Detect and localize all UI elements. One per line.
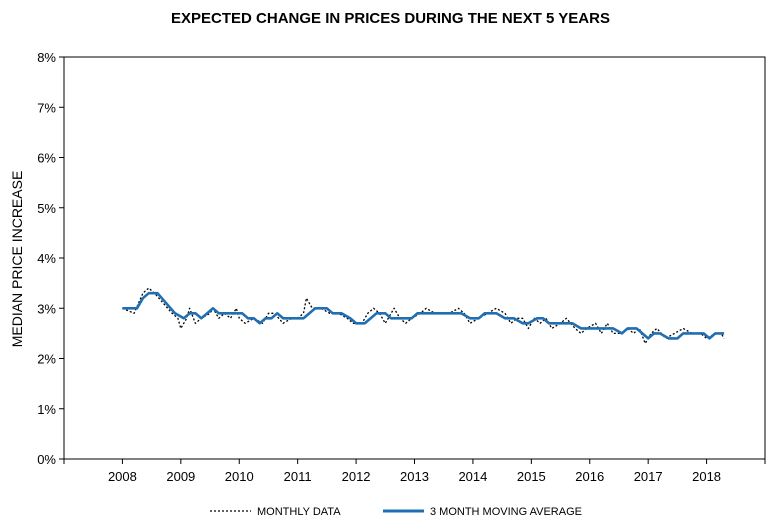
legend-label-moving-average: 3 MONTH MOVING AVERAGE bbox=[430, 506, 582, 518]
y-tick-label: 3% bbox=[37, 301, 56, 316]
x-tick-label: 2013 bbox=[400, 469, 429, 484]
chart-title: EXPECTED CHANGE IN PRICES DURING THE NEX… bbox=[171, 10, 610, 27]
x-tick-label: 2015 bbox=[517, 469, 546, 484]
legend: MONTHLY DATA 3 MONTH MOVING AVERAGE bbox=[210, 506, 582, 518]
x-tick-label: 2012 bbox=[342, 469, 371, 484]
x-tick-label: 2008 bbox=[108, 469, 137, 484]
plot-area: 0% 1% 2% 3% 4% 5% 6% 7% 8% 2008 2009 2010 2011 2012 20… bbox=[37, 50, 766, 484]
y-tick-label: 8% bbox=[37, 50, 56, 65]
y-tick-label: 4% bbox=[37, 251, 56, 266]
legend-label-monthly: MONTHLY DATA bbox=[257, 506, 341, 518]
y-tick-label: 6% bbox=[37, 151, 56, 166]
series-line-monthly bbox=[122, 287, 725, 345]
y-tick-label: 1% bbox=[37, 402, 56, 417]
y-axis-title: MEDIAN PRICE INCREASE bbox=[9, 171, 25, 348]
y-tick-label: 2% bbox=[37, 352, 56, 367]
x-tick-label: 2011 bbox=[284, 469, 312, 484]
series-line-moving-average bbox=[122, 291, 725, 340]
x-tick-label: 2017 bbox=[634, 469, 663, 484]
x-tick-label: 2016 bbox=[575, 469, 604, 484]
x-tick-label: 2010 bbox=[225, 469, 254, 484]
x-tick-label: 2018 bbox=[692, 469, 721, 484]
y-tick-label: 0% bbox=[37, 452, 56, 467]
y-tick-label: 5% bbox=[37, 201, 56, 216]
x-tick-label: 2009 bbox=[166, 469, 195, 484]
plot-frame bbox=[63, 56, 766, 460]
x-tick-label: 2014 bbox=[458, 469, 487, 484]
y-tick-label: 7% bbox=[37, 100, 56, 115]
